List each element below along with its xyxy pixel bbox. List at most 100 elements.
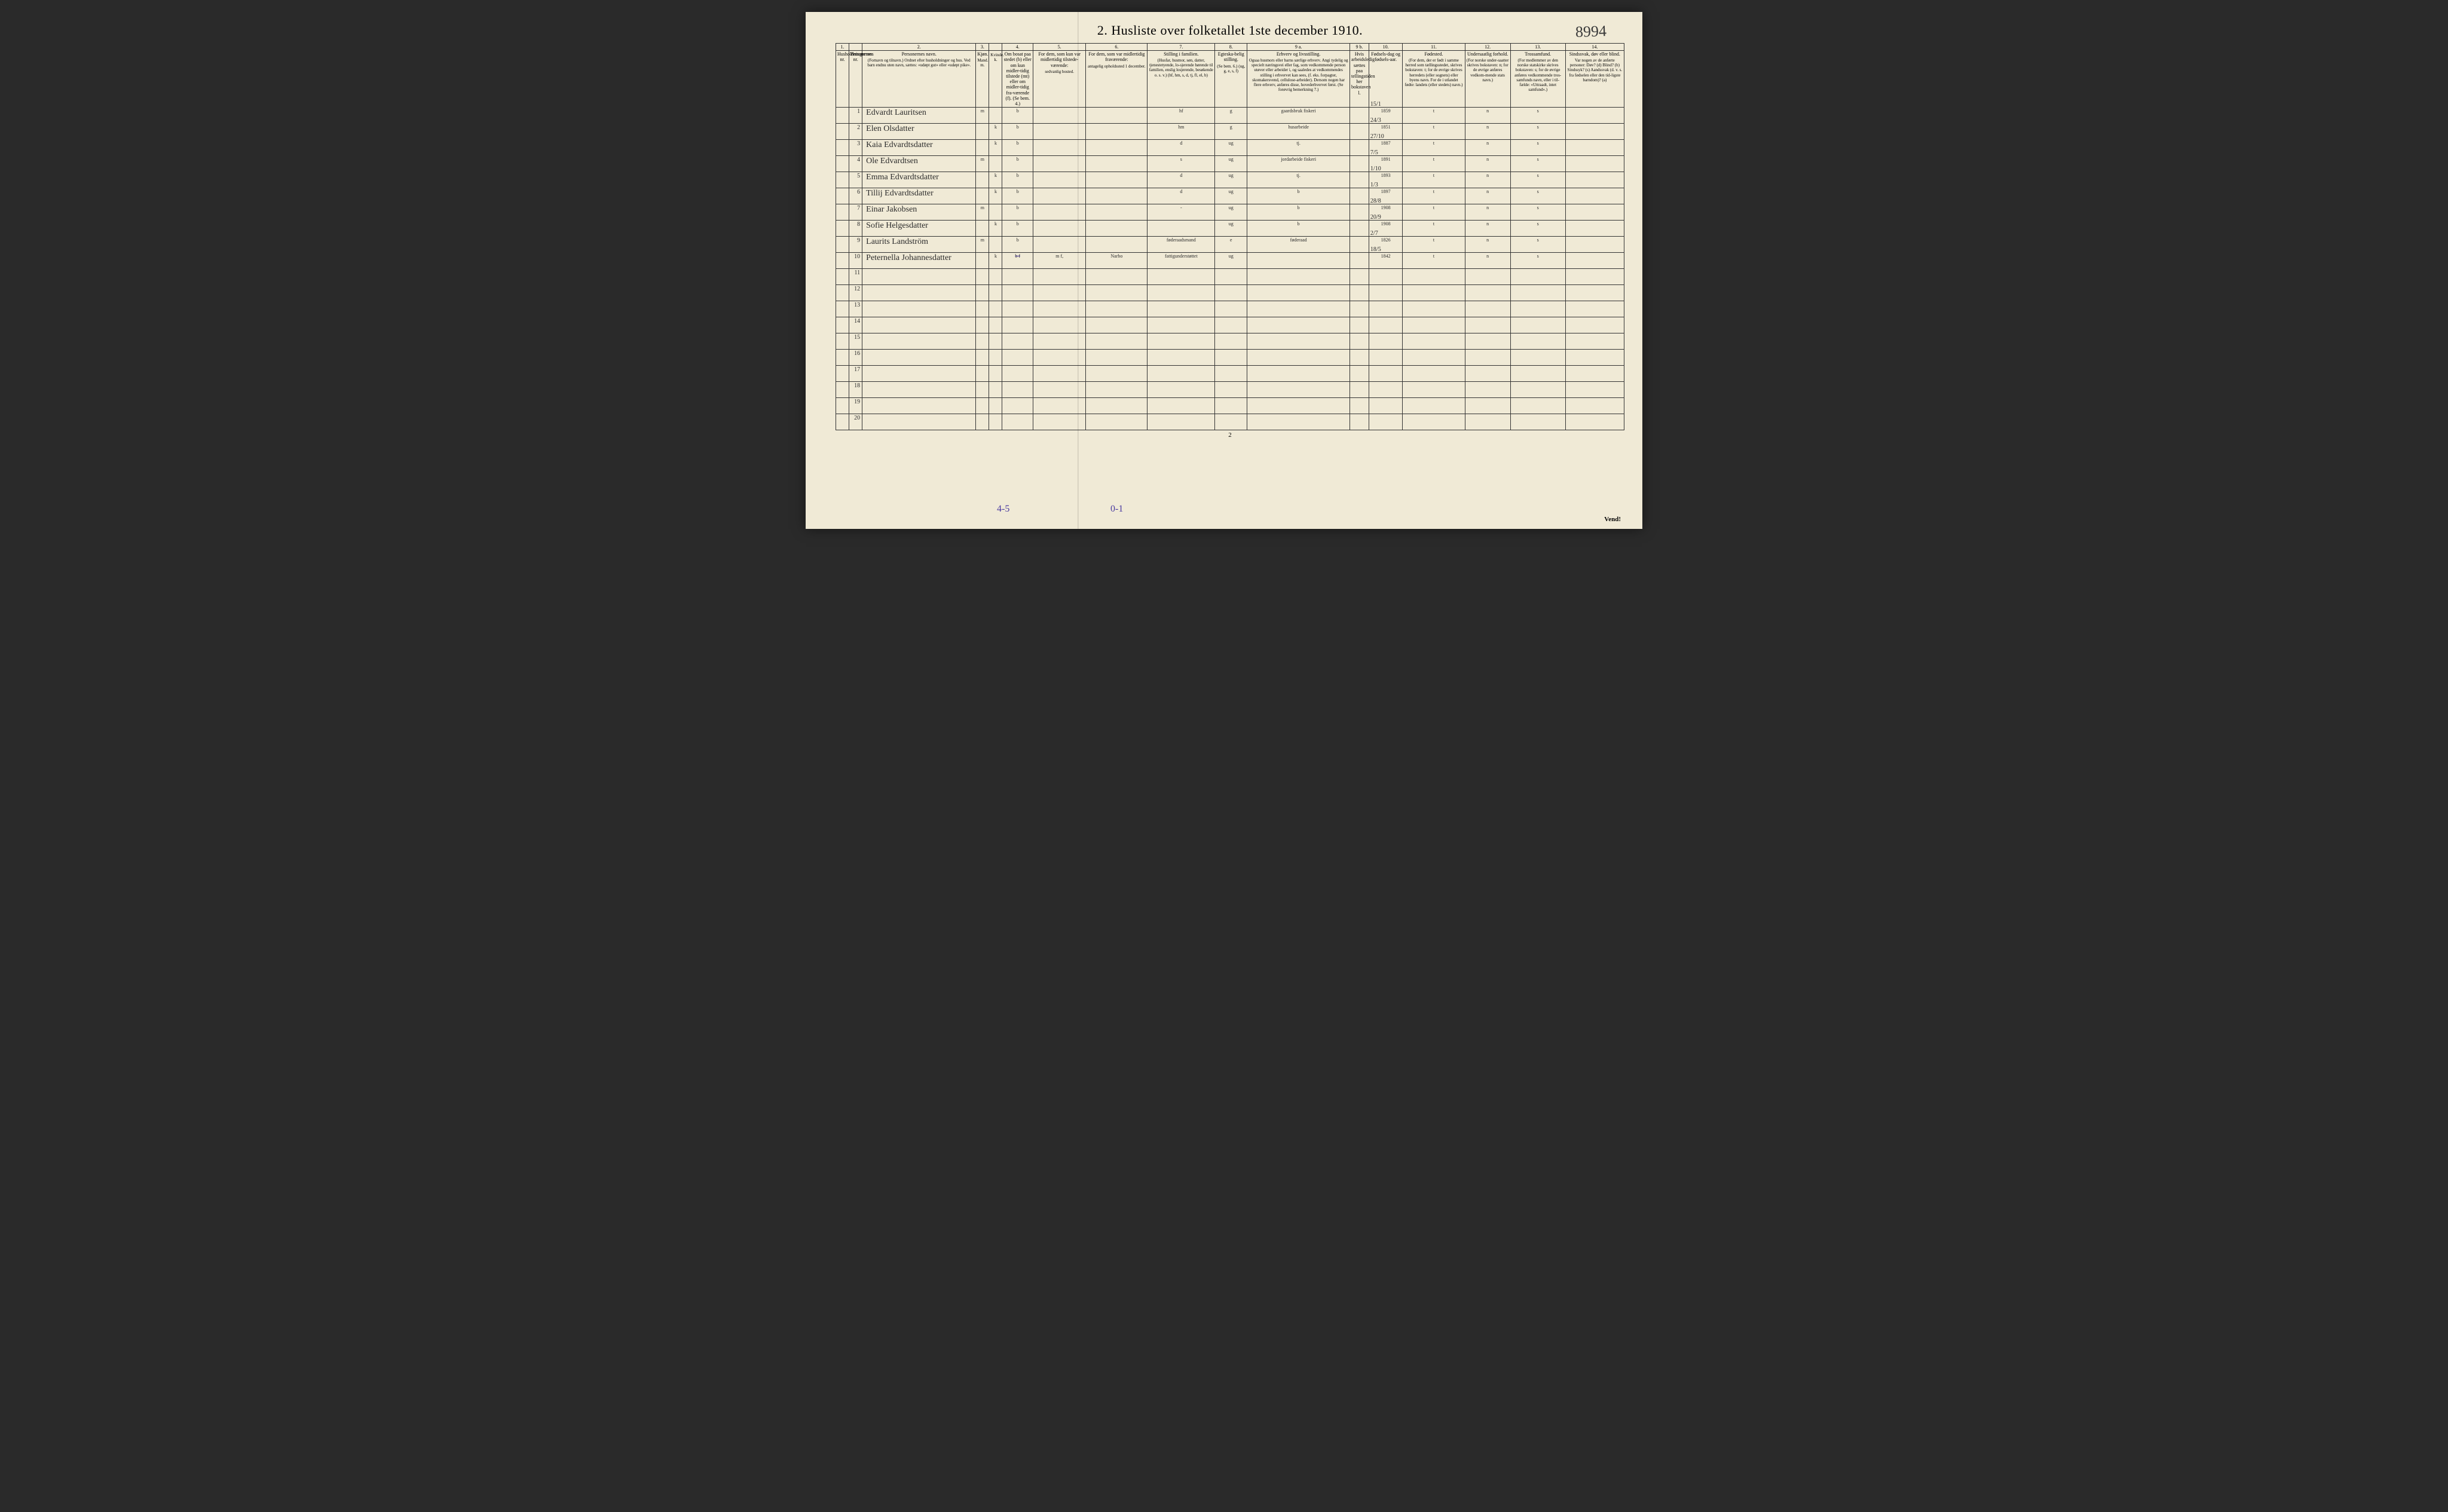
column-header: Kjøn.Mand. m. [976,51,989,108]
cell-sex_k: k [989,188,1002,204]
cell-blank [1350,317,1369,333]
table-row: 19 [836,398,1624,414]
cell-occ: b [1247,221,1350,237]
cell-blank [1465,382,1510,398]
cell-res: b [1002,172,1033,188]
cell-name: Ole Edvardtsen [862,156,976,172]
column-number [849,44,862,51]
cell-sex_k [989,237,1002,253]
cell-res: b f [1002,253,1033,269]
cell-blank [1369,301,1402,317]
cell-blank [1033,382,1086,398]
column-header: Undersaatlig forhold.(For norske under-s… [1465,51,1510,108]
cell-dis [1565,172,1624,188]
cell-blank: 12 [849,285,862,301]
cell-mar: g [1215,108,1247,124]
cell-blank [976,414,989,430]
cell-blank: 20 [849,414,862,430]
cell-rel: s [1510,237,1565,253]
cell-mar: ug [1215,188,1247,204]
cell-blank [862,398,976,414]
cell-household [836,156,849,172]
cell-birthplace: t [1403,221,1465,237]
cell-led [1350,140,1369,156]
cell-blank [1465,317,1510,333]
cell-dis [1565,253,1624,269]
cell-blank: 15 [849,333,862,350]
cell-blank [1247,414,1350,430]
table-row: 1Edvardt Lauritsenmbhfggaardsbruk fisker… [836,108,1624,124]
cell-blank [976,350,989,366]
cell-away [1033,156,1086,172]
cell-blank [1033,350,1086,366]
cell-blank [1369,382,1402,398]
cell-fam: hm [1148,124,1215,140]
cell-nat: n [1465,253,1510,269]
column-number: 9 a. [1247,44,1350,51]
cell-res: b [1002,108,1033,124]
cell-blank [1565,333,1624,350]
cell-mar: g [1215,124,1247,140]
cell-fam: d [1148,140,1215,156]
cell-blank [989,382,1002,398]
cell-blank [862,414,976,430]
table-row: 13 [836,301,1624,317]
cell-blank: 13 [849,301,862,317]
column-header: Om bosat paa stedet (b) eller om kun mid… [1002,51,1033,108]
cell-blank [1510,333,1565,350]
cell-blank [1247,366,1350,382]
cell-blank [976,382,989,398]
cell-occ: b [1247,204,1350,221]
column-header: For dem, som var midlertidig fraværende:… [1086,51,1148,108]
cell-sex_m: m [976,204,989,221]
column-header: Fødested.(For dem, der er født i samme h… [1403,51,1465,108]
cell-blank [1215,333,1247,350]
cell-blank [1369,285,1402,301]
cell-occ [1247,253,1350,269]
cell-blank [1510,269,1565,285]
cell-blank [1148,317,1215,333]
cell-fam: s [1148,156,1215,172]
cell-n: 3 [849,140,862,156]
cell-blank [1002,382,1033,398]
cell-household [836,140,849,156]
cell-blank [1086,382,1148,398]
cell-blank [1510,366,1565,382]
cell-blank: 11 [849,269,862,285]
cell-blank [1215,317,1247,333]
cell-blank [836,366,849,382]
cell-mar: ug [1215,172,1247,188]
cell-sex_m [976,221,989,237]
cell-blank [1465,366,1510,382]
cell-sex_m: m [976,108,989,124]
cell-birthplace: t [1403,204,1465,221]
cell-blank [1033,301,1086,317]
cell-blank [836,269,849,285]
turn-page-label: Vend! [1604,516,1621,523]
cell-blank [1148,414,1215,430]
cell-rel: s [1510,221,1565,237]
cell-blank [1247,333,1350,350]
column-header: Stilling i familien.(Husfar, husmor, søn… [1148,51,1215,108]
cell-blank [1247,382,1350,398]
cell-blank [1369,350,1402,366]
cell-res: b [1002,124,1033,140]
cell-res: b [1002,140,1033,156]
cell-blank [862,333,976,350]
cell-blank [1465,285,1510,301]
cell-blank [1403,382,1465,398]
cell-blank [1086,414,1148,430]
cell-blank [1510,301,1565,317]
cell-blank [976,301,989,317]
cell-blank [1215,398,1247,414]
cell-blank [1148,382,1215,398]
cell-fam: hf [1148,108,1215,124]
cell-fam: føderaadsmand [1148,237,1215,253]
cell-n: 10 [849,253,862,269]
cell-blank [1350,382,1369,398]
column-header: Sindssvak, døv eller blind.Var nogen av … [1565,51,1624,108]
table-row: 18 [836,382,1624,398]
cell-blank [1002,269,1033,285]
cell-blank [1465,301,1510,317]
cell-res: b [1002,204,1033,221]
